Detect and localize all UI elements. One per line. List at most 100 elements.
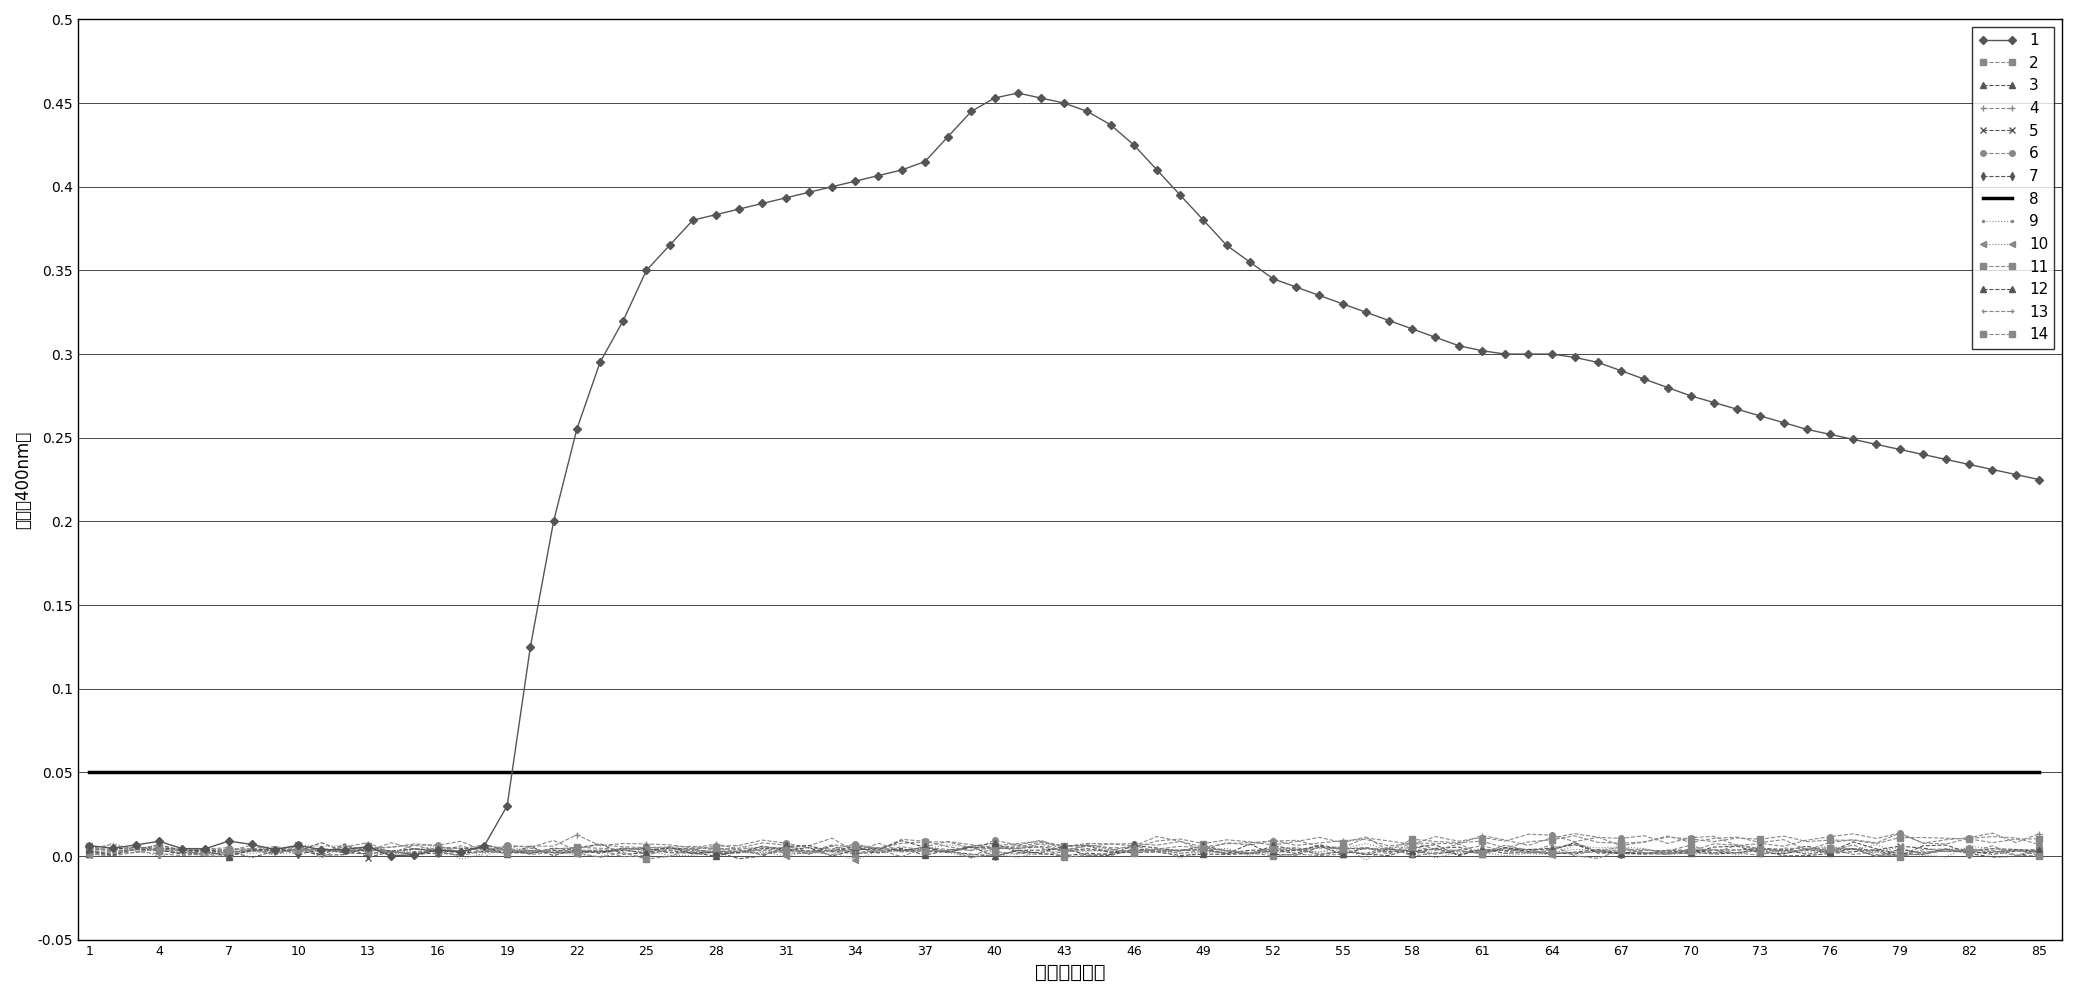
Line: 7: 7	[87, 838, 2041, 862]
Line: 5: 5	[87, 841, 2041, 861]
11	[704, 846, 729, 858]
13	[426, 842, 450, 854]
5	[1958, 845, 1983, 857]
9	[448, 854, 473, 866]
12	[681, 848, 706, 860]
13	[1586, 853, 1611, 865]
12	[1958, 847, 1983, 859]
13	[1958, 845, 1983, 857]
2	[426, 847, 450, 859]
5	[704, 848, 729, 860]
10	[1098, 846, 1123, 858]
3	[1841, 836, 1866, 848]
11	[426, 844, 450, 856]
X-axis label: 时间（分钟）: 时间（分钟）	[1034, 963, 1104, 982]
13	[681, 841, 706, 853]
7	[889, 835, 913, 847]
4	[772, 842, 797, 854]
1	[426, 844, 450, 856]
13	[2026, 850, 2051, 862]
11	[1075, 850, 1100, 862]
10	[749, 846, 774, 858]
4	[2026, 828, 2051, 840]
10	[681, 850, 706, 862]
2	[2026, 833, 2051, 845]
9	[681, 844, 706, 856]
10	[77, 849, 102, 861]
8	[77, 766, 102, 778]
9	[1354, 838, 1378, 850]
14	[1958, 847, 1983, 859]
13	[1075, 845, 1100, 857]
4	[77, 848, 102, 860]
14	[1702, 838, 1727, 850]
Legend: 1, 2, 3, 4, 5, 6, 7, 8, 9, 10, 11, 12, 13, 14: 1, 2, 3, 4, 5, 6, 7, 8, 9, 10, 11, 12, 1…	[1972, 27, 2055, 349]
8	[749, 766, 774, 778]
12	[426, 845, 450, 857]
5	[727, 847, 752, 859]
3	[704, 851, 729, 863]
3	[1958, 846, 1983, 858]
10	[843, 854, 868, 866]
6	[403, 838, 428, 850]
8	[403, 766, 428, 778]
1	[1098, 119, 1123, 130]
9	[1075, 840, 1100, 852]
Line: 12: 12	[87, 840, 2041, 860]
3	[772, 844, 797, 856]
1	[1005, 87, 1030, 99]
3	[2026, 846, 2051, 858]
6	[704, 841, 729, 853]
8	[1910, 766, 1935, 778]
12	[216, 851, 241, 863]
13	[355, 837, 380, 849]
5	[355, 852, 380, 864]
11	[77, 842, 102, 854]
1	[681, 214, 706, 226]
4	[100, 850, 125, 862]
14	[77, 841, 102, 853]
5	[332, 838, 357, 850]
Line: 11: 11	[87, 840, 2041, 861]
13	[77, 843, 102, 855]
6	[772, 837, 797, 849]
11	[1399, 837, 1424, 849]
10	[2026, 850, 2051, 862]
7	[2026, 845, 2051, 857]
11	[309, 852, 334, 864]
7	[658, 847, 683, 859]
1	[1958, 458, 1983, 470]
4	[704, 839, 729, 851]
6	[681, 844, 706, 856]
9	[2026, 844, 2051, 856]
12	[2026, 844, 2051, 856]
Line: 4: 4	[87, 831, 2041, 859]
1	[2026, 473, 2051, 485]
4	[1887, 827, 1912, 839]
Line: 2: 2	[87, 833, 2041, 859]
5	[77, 845, 102, 857]
Line: 3: 3	[87, 839, 2041, 861]
14	[681, 843, 706, 855]
13	[704, 843, 729, 855]
7	[77, 846, 102, 858]
11	[772, 847, 797, 859]
7	[772, 841, 797, 853]
5	[2026, 846, 2051, 858]
3	[1075, 850, 1100, 862]
5	[1098, 846, 1123, 858]
9	[704, 847, 729, 859]
14	[633, 854, 658, 866]
9	[1958, 840, 1983, 852]
14	[704, 843, 729, 855]
1	[772, 192, 797, 204]
14	[1075, 839, 1100, 851]
4	[426, 839, 450, 851]
3	[77, 848, 102, 860]
11	[681, 845, 706, 857]
10	[1028, 837, 1053, 849]
8	[681, 766, 706, 778]
12	[704, 846, 729, 858]
7	[403, 849, 428, 861]
10	[1958, 843, 1983, 855]
